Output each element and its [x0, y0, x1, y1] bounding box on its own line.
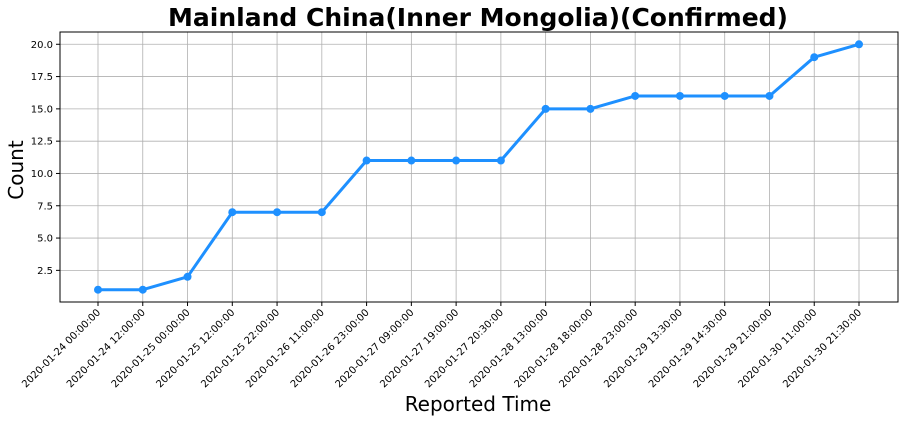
data-point [541, 104, 550, 113]
data-point [362, 156, 371, 165]
x-tick-label: 2020-01-25 22:00:00 [199, 307, 282, 390]
y-tick-label: 12.5 [31, 137, 53, 148]
y-tick-label: 5.0 [37, 234, 53, 245]
x-tick-label: 2020-01-27 09:00:00 [334, 307, 417, 390]
x-tick-label: 2020-01-29 13:30:00 [602, 307, 685, 390]
data-point [631, 91, 640, 100]
chart-title: Mainland China(Inner Mongolia)(Confirmed… [168, 3, 788, 32]
x-tick-label: 2020-01-27 19:00:00 [378, 307, 461, 390]
data-point [94, 285, 102, 294]
y-tick-label: 20.0 [31, 40, 53, 51]
x-tick-label: 2020-01-28 18:00:00 [513, 307, 596, 390]
series-line [96, 42, 861, 292]
x-tick-label: 2020-01-26 11:00:00 [244, 307, 327, 390]
data-point [810, 53, 819, 62]
y-axis-ticks: 2.5 5.0 7.5 10.0 12.5 15.0 17.5 20.0 [31, 40, 60, 277]
data-point [317, 208, 326, 217]
data-point [452, 156, 461, 165]
data-series [94, 40, 863, 294]
y-axis-label: Count [4, 140, 28, 200]
x-tick-label: 2020-01-30 11:00:00 [736, 307, 819, 390]
y-tick-label: 15.0 [31, 104, 53, 115]
data-point [720, 91, 729, 100]
plot-frame [59, 31, 899, 303]
data-point [138, 285, 147, 294]
data-point [496, 156, 505, 165]
grid-lines [60, 32, 898, 302]
y-tick-label: 7.5 [37, 201, 53, 212]
data-point [407, 156, 416, 165]
x-tick-label: 2020-01-26 23:00:00 [289, 307, 372, 390]
data-point [765, 91, 774, 100]
y-tick-label: 2.5 [37, 266, 53, 277]
data-point [228, 208, 237, 217]
x-tick-label: 2020-01-30 21:30:00 [781, 307, 864, 390]
y-tick-label: 10.0 [31, 169, 53, 180]
x-tick-label: 2020-01-27 20:30:00 [423, 307, 506, 390]
x-tick-label: 2020-01-24 12:00:00 [65, 307, 148, 390]
x-tick-label: 2020-01-29 14:30:00 [647, 307, 730, 390]
x-tick-label: 2020-01-28 23:00:00 [557, 307, 640, 390]
x-axis-label: Reported Time [405, 392, 552, 416]
x-tick-label: 2020-01-25 12:00:00 [155, 307, 238, 390]
data-point [183, 272, 192, 281]
x-tick-label: 2020-01-25 00:00:00 [110, 307, 193, 390]
x-tick-label: 2020-01-28 13:00:00 [468, 307, 551, 390]
data-point [855, 40, 863, 49]
data-point [586, 104, 595, 113]
x-tick-label: 2020-01-24 00:00:00 [20, 307, 103, 390]
y-tick-label: 17.5 [31, 72, 53, 83]
data-point [273, 208, 282, 217]
x-tick-label: 2020-01-29 21:00:00 [692, 307, 775, 390]
data-point [675, 91, 684, 100]
